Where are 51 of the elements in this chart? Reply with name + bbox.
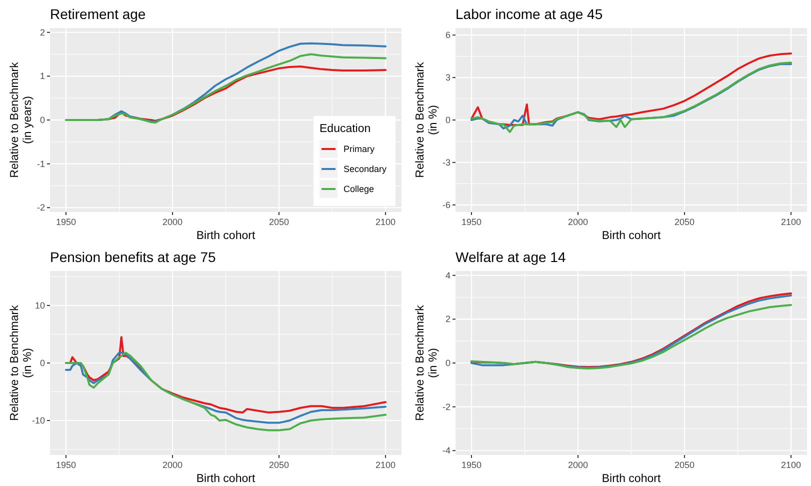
y-axis-title: Relative to Benchmark (in %) <box>9 304 34 421</box>
x-tick-label: 2000 <box>162 217 183 227</box>
chart-title: Labor income at age 45 <box>456 6 603 22</box>
y-tick-label: -2 <box>442 402 450 412</box>
line-series <box>64 53 387 124</box>
x-tick-label: 2100 <box>376 217 396 227</box>
x-tick-label: 2000 <box>568 217 588 227</box>
x-axis-title: Birth cohort <box>196 230 256 242</box>
x-tick-label: 2100 <box>376 460 396 470</box>
y-axis-title: Relative to Benchmark (in %) <box>414 62 440 178</box>
y-tick-label: -1 <box>36 158 45 169</box>
y-tick-label: 1 <box>40 71 45 82</box>
y-tick-label: -3 <box>442 157 450 168</box>
y-tick-label: -10 <box>32 416 45 426</box>
x-tick-label: 1950 <box>56 460 76 470</box>
x-tick-label: 2000 <box>162 460 183 470</box>
y-tick-label: 3 <box>445 72 450 83</box>
x-tick-label: 1950 <box>461 460 482 470</box>
x-tick-label: 2100 <box>781 217 802 227</box>
x-tick-label: 2050 <box>674 217 695 227</box>
y-tick-label: 0 <box>40 358 45 368</box>
chart-title: Welfare at age 14 <box>456 249 566 265</box>
x-tick-label: 2050 <box>268 460 290 470</box>
x-tick-label: 1950 <box>461 217 482 227</box>
y-tick-label: 10 <box>34 300 45 310</box>
y-tick-label: 4 <box>445 270 450 280</box>
x-axis-title: Birth cohort <box>602 473 662 485</box>
y-tick-label: 6 <box>445 30 450 40</box>
y-axis-title: Relative to Benchmark (in years) <box>9 62 34 178</box>
x-axis-title: Birth cohort <box>602 230 662 242</box>
chart-title: Retirement age <box>50 6 146 22</box>
x-tick-label: 2050 <box>268 217 290 227</box>
x-tick-label: 2050 <box>674 460 695 470</box>
legend-title: Education <box>320 123 371 135</box>
y-tick-label: 2 <box>445 314 450 324</box>
y-axis-title: Relative to Benchmark (in %) <box>414 304 440 421</box>
x-tick-label: 2100 <box>781 460 802 470</box>
y-tick-label: -6 <box>442 200 450 210</box>
y-tick-label: 0 <box>445 358 450 368</box>
chart-title: Pension benefits at age 75 <box>50 249 216 265</box>
x-axis-title: Birth cohort <box>196 473 256 485</box>
y-tick-label: 2 <box>40 27 45 38</box>
y-tick-label: -2 <box>36 202 45 213</box>
y-tick-label: -4 <box>442 446 450 456</box>
legend-label: Secondary <box>344 164 388 174</box>
x-tick-label: 2000 <box>568 460 588 470</box>
x-tick-label: 1950 <box>56 217 76 227</box>
y-tick-label: 0 <box>445 115 450 125</box>
legend-label: Primary <box>344 144 375 154</box>
y-tick-label: 0 <box>40 115 45 125</box>
legend-label: College <box>344 184 374 194</box>
